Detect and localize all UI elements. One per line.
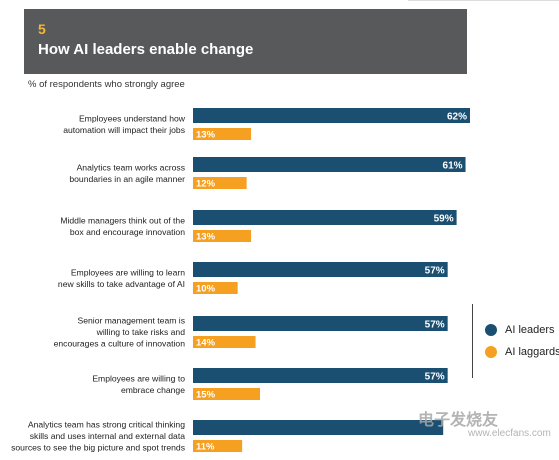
value-label-leaders-3: 57% — [425, 266, 445, 277]
category-label-0-line-0: Employees understand how — [79, 113, 186, 123]
bar-leaders-3 — [193, 262, 448, 277]
value-label-laggards-3: 10% — [196, 284, 216, 295]
value-label-laggards-1: 12% — [196, 179, 216, 190]
value-label-leaders-5: 57% — [425, 372, 445, 383]
bar-leaders-5 — [193, 368, 448, 383]
chart-subtitle: % of respondents who strongly agree — [28, 79, 185, 90]
category-label-4-line-0: Senior management team is — [78, 316, 185, 326]
value-label-leaders-0: 62% — [447, 112, 467, 123]
category-label-1-line-0: Analytics team works across — [77, 162, 185, 172]
legend-label-laggards: AI laggards — [505, 346, 559, 358]
bar-leaders-4 — [193, 316, 448, 331]
chart-title: How AI leaders enable change — [38, 41, 254, 58]
value-label-leaders-1: 61% — [443, 161, 463, 172]
bar-laggards-4 — [193, 336, 256, 348]
legend-swatch-leaders — [485, 324, 497, 336]
bar-leaders-0 — [193, 108, 470, 123]
category-label-1-line-1: boundaries in an agile manner — [69, 174, 185, 184]
category-label-3-line-0: Employees are willing to learn — [71, 267, 185, 277]
watermark-logo-text: 电子发烧友 — [418, 410, 499, 429]
category-label-2-line-1: box and encourage innovation — [70, 227, 185, 237]
top-border-line — [408, 0, 559, 3]
category-label-0-line-1: automation will impact their jobs — [63, 125, 185, 135]
value-label-laggards-2: 13% — [196, 232, 216, 243]
bar-laggards-1 — [193, 177, 247, 189]
value-label-laggards-6: 11% — [196, 442, 215, 453]
bar-laggards-2 — [193, 230, 252, 242]
category-label-6-line-1: skills and uses internal and external da… — [30, 431, 185, 441]
legend-item-leaders: AI leaders — [485, 324, 555, 336]
bar-leaders-1 — [193, 157, 466, 172]
bar-laggards-3 — [193, 282, 238, 294]
category-label-5-line-1: embrace change — [121, 385, 185, 395]
chart-number: 5 — [38, 21, 46, 37]
category-label-4-line-2: encourages a culture of innovation — [54, 339, 186, 349]
value-label-leaders-2: 59% — [434, 214, 454, 225]
watermark-url: www.elecfans.com — [468, 428, 551, 439]
chart-header: 5 How AI leaders enable change — [24, 9, 467, 74]
category-label-4-line-1: willing to take risks and — [96, 327, 186, 337]
category-label-2-line-0: Middle managers think out of the — [60, 215, 185, 225]
value-label-laggards-0: 13% — [196, 130, 216, 141]
bar-laggards-0 — [193, 128, 252, 140]
bar-leaders-2 — [193, 210, 457, 225]
bar-leaders-6 — [193, 420, 444, 435]
legend-item-laggards: AI laggards — [485, 346, 559, 358]
bar-laggards-6 — [193, 440, 243, 452]
value-label-leaders-4: 57% — [425, 320, 445, 331]
value-label-laggards-4: 14% — [196, 338, 216, 349]
value-label-laggards-5: 15% — [196, 390, 216, 401]
category-label-6-line-0: Analytics team has strong critical think… — [28, 420, 185, 430]
legend-label-leaders: AI leaders — [505, 324, 555, 336]
category-label-6-line-2: sources to see the big picture and spot … — [11, 443, 185, 453]
legend-swatch-laggards — [485, 346, 497, 358]
category-label-5-line-0: Employees are willing to — [92, 373, 185, 383]
bar-laggards-5 — [193, 388, 261, 400]
category-label-3-line-1: new skills to take advantage of AI — [58, 279, 185, 289]
legend-divider — [472, 304, 473, 378]
